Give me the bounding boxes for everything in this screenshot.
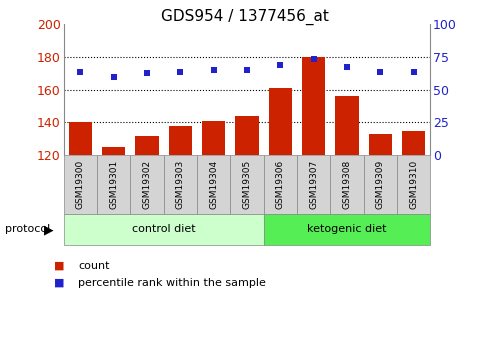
Point	[276, 62, 284, 68]
Point	[409, 69, 417, 75]
Text: GSM19301: GSM19301	[109, 160, 118, 209]
Text: GSM19303: GSM19303	[175, 160, 184, 209]
Point	[76, 69, 84, 75]
Bar	[168, 126, 191, 155]
Text: GSM19310: GSM19310	[408, 160, 417, 209]
Text: control diet: control diet	[131, 225, 195, 234]
Text: protocol: protocol	[5, 225, 50, 234]
Bar	[335, 96, 358, 155]
Text: GSM19304: GSM19304	[209, 160, 218, 209]
Point	[209, 67, 217, 73]
Text: GSM19300: GSM19300	[76, 160, 84, 209]
Text: ■: ■	[54, 278, 64, 288]
Point	[142, 71, 150, 76]
Text: GSM19305: GSM19305	[242, 160, 251, 209]
Text: GSM19302: GSM19302	[142, 160, 151, 209]
Point	[309, 56, 317, 61]
Text: count: count	[78, 261, 109, 270]
Bar	[135, 136, 158, 155]
Point	[176, 69, 184, 75]
Bar	[268, 88, 291, 155]
Text: ketogenic diet: ketogenic diet	[306, 225, 386, 234]
Point	[243, 67, 250, 73]
Point	[376, 69, 384, 75]
Bar	[368, 134, 391, 155]
Bar	[235, 116, 258, 155]
Text: percentile rank within the sample: percentile rank within the sample	[78, 278, 265, 288]
Text: GSM19306: GSM19306	[275, 160, 284, 209]
Bar	[302, 57, 325, 155]
Bar	[68, 122, 92, 155]
Text: GSM19307: GSM19307	[308, 160, 318, 209]
Bar	[202, 121, 225, 155]
Bar	[102, 147, 125, 155]
Text: GSM19309: GSM19309	[375, 160, 384, 209]
Bar	[401, 131, 425, 155]
Point	[343, 64, 350, 70]
Text: GSM19308: GSM19308	[342, 160, 351, 209]
Text: ▶: ▶	[44, 223, 54, 236]
Text: GDS954 / 1377456_at: GDS954 / 1377456_at	[160, 9, 328, 25]
Point	[109, 74, 117, 79]
Text: ■: ■	[54, 261, 64, 270]
